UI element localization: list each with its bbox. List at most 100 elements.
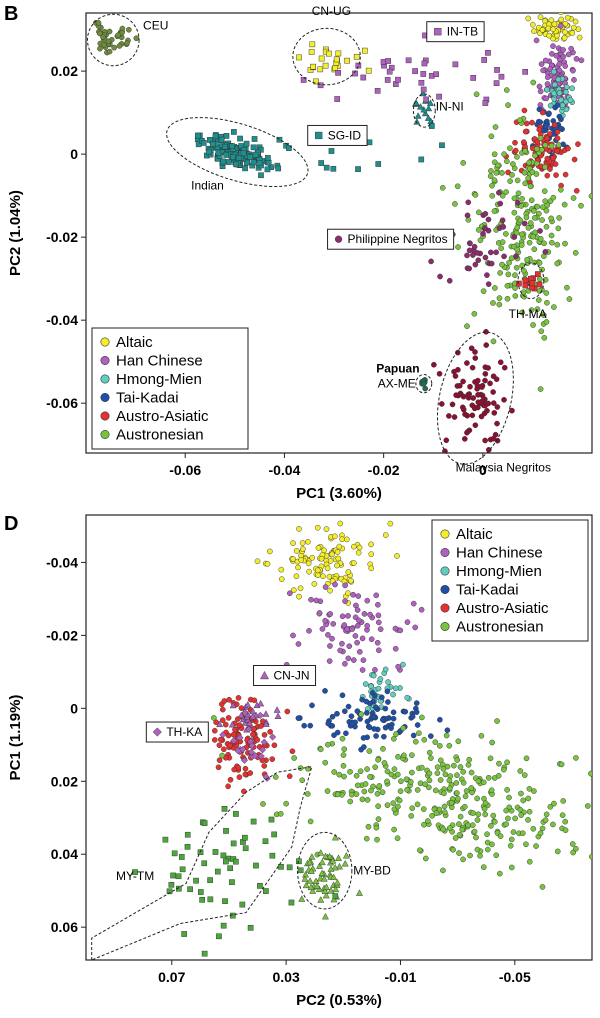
annotation-th-ka: TH-KA <box>145 721 209 743</box>
data-point <box>412 68 418 74</box>
data-point <box>353 53 360 60</box>
data-point <box>247 748 255 756</box>
data-point <box>588 770 592 777</box>
data-point <box>503 231 509 237</box>
data-point <box>286 773 293 780</box>
data-point <box>384 77 391 83</box>
data-point <box>322 584 329 590</box>
data-point <box>168 881 175 888</box>
data-point <box>401 752 407 759</box>
data-point <box>485 216 492 223</box>
data-point <box>260 738 268 746</box>
data-point <box>345 569 352 575</box>
data-point <box>573 845 579 852</box>
data-point <box>482 225 488 231</box>
data-point <box>484 846 491 853</box>
data-point <box>258 746 267 754</box>
data-point <box>441 803 448 810</box>
data-point <box>469 402 476 409</box>
series-cn-jn <box>216 699 282 733</box>
data-point <box>340 762 347 769</box>
data-point <box>555 142 562 148</box>
data-point <box>262 838 269 845</box>
data-point <box>559 102 566 109</box>
y-tick-label: -0.02 <box>46 229 78 245</box>
data-point <box>506 794 512 801</box>
data-point <box>193 877 199 884</box>
data-point <box>248 742 256 750</box>
data-point <box>530 79 537 86</box>
data-point <box>241 719 249 726</box>
data-point <box>278 576 285 582</box>
data-point <box>474 846 481 853</box>
data-point <box>518 231 525 238</box>
data-point <box>443 437 450 444</box>
data-point <box>507 178 513 184</box>
data-point <box>432 739 439 745</box>
data-point <box>315 545 322 551</box>
data-point <box>508 864 515 871</box>
data-point <box>544 172 551 179</box>
data-point <box>409 713 416 720</box>
data-point <box>330 621 337 627</box>
data-point <box>332 893 339 899</box>
data-point <box>297 867 304 874</box>
data-point <box>231 766 238 773</box>
data-point <box>475 227 482 233</box>
data-point <box>514 224 521 231</box>
data-point <box>504 759 510 766</box>
data-point <box>519 309 525 316</box>
data-point <box>518 242 525 248</box>
data-point <box>162 836 169 843</box>
data-point <box>367 611 373 618</box>
data-point <box>384 688 391 695</box>
data-point <box>286 145 292 151</box>
data-point <box>542 57 549 64</box>
data-point <box>232 726 238 733</box>
data-point <box>368 551 375 557</box>
data-point <box>206 148 212 155</box>
annotation-in-tb: IN-TB <box>426 21 485 43</box>
data-point <box>357 649 363 655</box>
data-point <box>449 401 456 408</box>
data-point <box>395 663 401 670</box>
data-point <box>412 738 419 745</box>
data-point <box>334 791 341 798</box>
data-point <box>507 145 513 152</box>
data-point <box>556 61 563 67</box>
data-point <box>536 276 543 282</box>
data-point <box>302 881 310 889</box>
data-point <box>561 35 568 41</box>
data-point <box>96 30 103 37</box>
data-point <box>493 852 500 859</box>
data-point <box>250 144 257 151</box>
data-point <box>448 800 455 806</box>
data-point <box>557 186 564 193</box>
data-point <box>499 217 506 224</box>
data-point <box>534 203 541 210</box>
data-point <box>354 622 361 629</box>
data-point <box>321 547 327 554</box>
cluster-outline-malaysia-negritos <box>436 331 514 465</box>
data-point <box>291 755 297 761</box>
data-point <box>318 55 325 62</box>
data-point <box>361 744 367 750</box>
data-point <box>421 60 428 67</box>
data-point <box>503 807 510 814</box>
data-point <box>236 734 244 742</box>
data-point <box>341 708 348 715</box>
data-point <box>495 772 502 779</box>
data-point <box>536 260 543 266</box>
data-point <box>459 826 466 833</box>
annotation-philippine-negritos: Philippine Negritos <box>327 228 455 250</box>
series-philippine-negritos <box>428 189 549 287</box>
data-point <box>505 102 511 108</box>
data-point <box>326 50 332 57</box>
data-point <box>346 643 353 650</box>
data-point <box>428 733 434 739</box>
data-point <box>368 787 374 794</box>
data-point <box>529 169 536 175</box>
data-point <box>537 14 544 21</box>
data-point <box>414 112 422 119</box>
data-point <box>315 572 321 578</box>
